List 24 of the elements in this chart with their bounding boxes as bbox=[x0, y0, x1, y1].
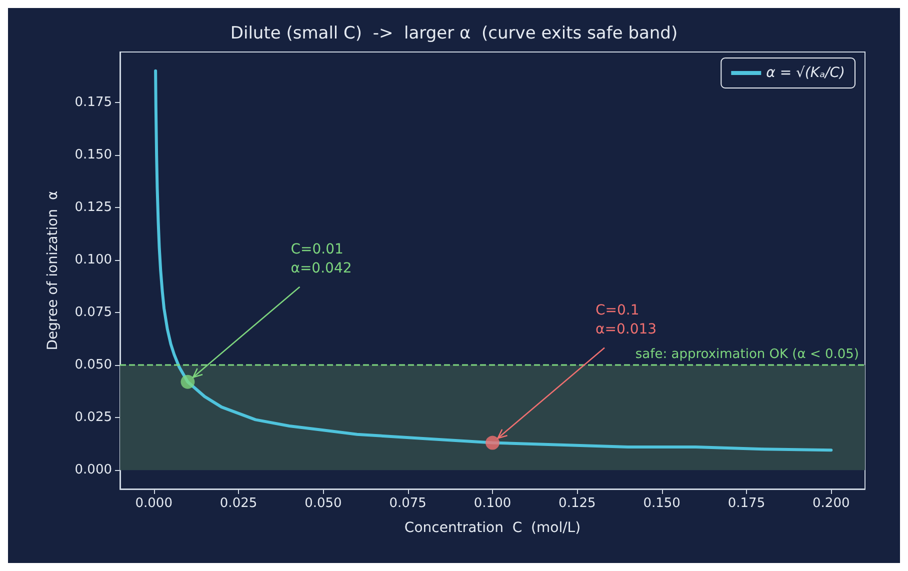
x-tick-label: 0.000 bbox=[135, 496, 172, 511]
y-tick-label: 0.125 bbox=[74, 200, 112, 215]
y-axis-title: Degree of ionization α bbox=[45, 190, 61, 350]
x-tick-label: 0.075 bbox=[389, 496, 426, 511]
x-tick-label: 0.025 bbox=[220, 496, 258, 511]
y-tick-label: 0.150 bbox=[74, 147, 112, 162]
annotation: C=0.1 α=0.013 bbox=[596, 302, 657, 338]
y-tick-label: 0.000 bbox=[74, 462, 112, 478]
y-tick-label: 0.025 bbox=[74, 410, 112, 426]
y-tick-label: 0.100 bbox=[74, 252, 112, 268]
annotation: C=0.01 α=0.042 bbox=[290, 241, 352, 276]
x-tick-label: 0.050 bbox=[304, 496, 342, 511]
chart-title: Dilute (small C) -> larger α (curve exits safe band) bbox=[230, 24, 678, 44]
x-tick-label: 0.175 bbox=[728, 496, 766, 511]
x-tick-label: 0.200 bbox=[812, 496, 850, 511]
ref-line-label: safe: approximation OK (α < 0.05) bbox=[635, 347, 859, 362]
x-tick-label: 0.100 bbox=[474, 496, 512, 511]
x-tick-label: 0.150 bbox=[643, 496, 680, 511]
x-tick-label: 0.125 bbox=[558, 496, 596, 511]
legend-label: α = √(Kₐ/C) bbox=[766, 65, 845, 81]
y-tick-label: 0.075 bbox=[74, 305, 112, 320]
y-tick-label: 0.175 bbox=[74, 94, 112, 110]
x-axis-title: Concentration C (mol/L) bbox=[404, 520, 581, 536]
y-tick-label: 0.050 bbox=[74, 358, 112, 373]
